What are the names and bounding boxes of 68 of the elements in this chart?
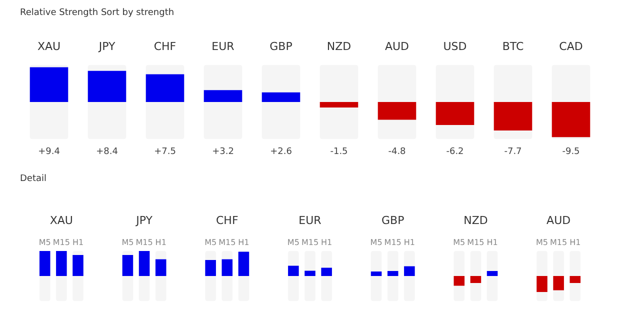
text: H1 [72, 238, 84, 247]
bar [404, 266, 415, 276]
text: M5 [287, 238, 300, 247]
bar [536, 276, 548, 292]
bar [370, 272, 382, 276]
bar [304, 270, 316, 276]
text: M15 [384, 238, 402, 247]
data-label: -7.7 [504, 147, 522, 157]
text: M15 [218, 238, 236, 247]
text: H1 [404, 238, 415, 247]
data-label: -4.8 [388, 147, 406, 157]
data-label: -6.2 [446, 147, 464, 157]
text: M15 [136, 238, 153, 247]
x-tick-label: CAD [559, 40, 583, 53]
data-label: +2.6 [270, 147, 292, 157]
chart-title: Relative Strength Sort by strength [20, 8, 174, 18]
text: M5 [204, 238, 217, 247]
x-tick-label: USD [443, 40, 467, 53]
bar [321, 268, 332, 276]
bar [387, 271, 398, 276]
x-tick-label: CHF [216, 214, 238, 227]
bar [436, 102, 474, 125]
bar [378, 102, 416, 120]
bar [204, 90, 242, 102]
bar [320, 102, 358, 108]
data-label: -1.5 [330, 147, 348, 157]
bar [205, 260, 216, 276]
x-tick-label: AUD [546, 214, 571, 227]
x-tick-label: XAU [50, 214, 73, 227]
x-tick-label: NZD [326, 40, 352, 53]
data-label: +9.4 [38, 147, 60, 157]
x-tick-label: CHF [154, 40, 176, 53]
series-label: M15 [52, 238, 70, 247]
x-tick-label: JPY [98, 40, 116, 53]
series-label: M5 [38, 238, 51, 247]
text: M15 [301, 238, 319, 247]
text: M5 [370, 238, 382, 247]
x-tick-label: JPY [135, 214, 153, 227]
text: M15 [467, 238, 484, 247]
data-label: +3.2 [212, 147, 234, 157]
data-label: +8.4 [96, 147, 118, 157]
x-tick-label: XAU [37, 40, 61, 53]
text: M5 [122, 238, 134, 247]
text: M5 [536, 238, 548, 247]
text: M15 [550, 238, 568, 247]
bar [454, 276, 465, 286]
x-tick-label: BTC [502, 40, 524, 53]
x-tick-label: AUD [384, 40, 410, 53]
text: H1 [155, 238, 166, 247]
bar [470, 276, 482, 283]
bar [288, 266, 299, 276]
data-label: -9.5 [562, 147, 580, 157]
x-tick-label: GBP [382, 214, 405, 227]
text: H1 [570, 238, 581, 247]
text: H1 [486, 238, 498, 247]
text: M5 [453, 238, 466, 247]
x-tick-label: NZD [464, 214, 488, 227]
bar [486, 271, 498, 276]
bar [570, 276, 581, 283]
series-label: H1 [238, 238, 250, 247]
chart-title: Detail [20, 174, 47, 184]
bar [262, 92, 300, 102]
x-tick-label: EUR [298, 214, 322, 227]
x-tick-label: EUR [212, 40, 235, 53]
bar [553, 276, 564, 290]
text: H1 [321, 238, 332, 247]
x-tick-label: GBP [270, 40, 293, 53]
data-label: +7.5 [154, 147, 176, 157]
